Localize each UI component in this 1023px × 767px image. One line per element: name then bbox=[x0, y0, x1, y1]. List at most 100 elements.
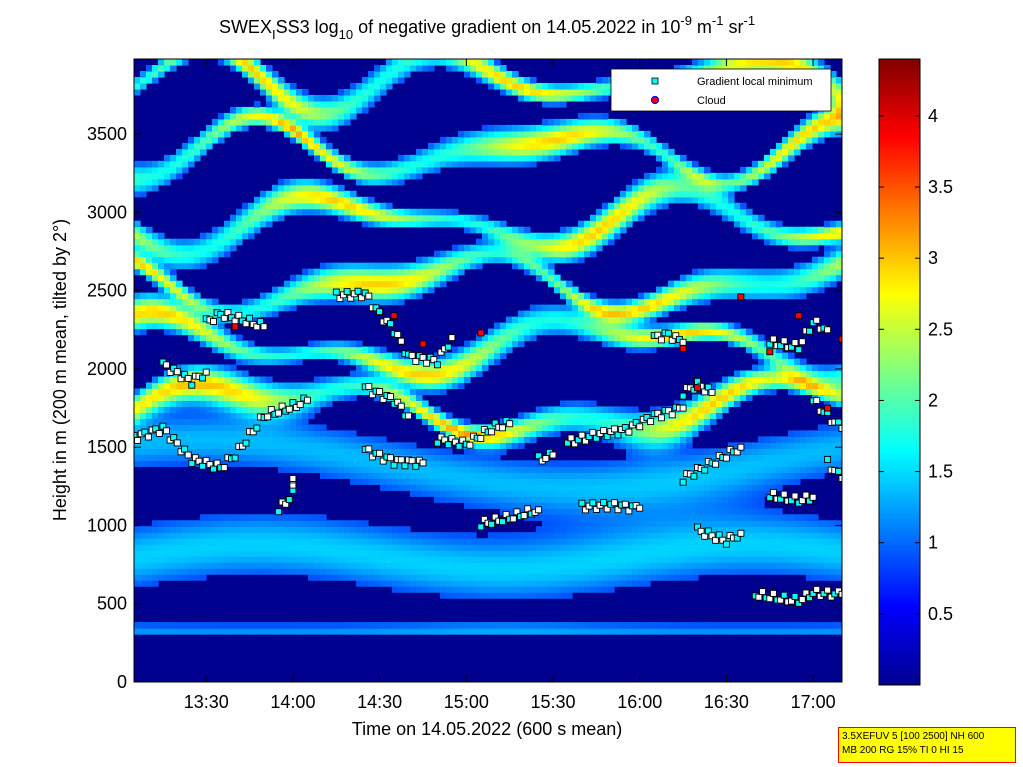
heatmap-cell bbox=[254, 622, 261, 629]
heatmap-cell bbox=[404, 544, 411, 551]
heatmap-cell bbox=[308, 268, 315, 276]
heatmap-cell bbox=[254, 208, 261, 216]
heatmap-cell bbox=[320, 628, 327, 635]
heatmap-cell bbox=[500, 76, 507, 84]
heatmap-cell bbox=[644, 472, 651, 479]
heatmap-cell bbox=[422, 59, 429, 66]
heatmap-cell bbox=[206, 232, 213, 240]
heatmap-cell bbox=[272, 622, 279, 629]
heatmap-cell bbox=[668, 448, 675, 455]
heatmap-cell bbox=[446, 448, 453, 455]
heatmap-cell bbox=[482, 226, 489, 234]
heatmap-cell bbox=[212, 304, 219, 312]
heatmap-cell bbox=[716, 286, 723, 294]
heatmap-cell bbox=[440, 478, 447, 485]
heatmap-cell bbox=[176, 412, 183, 420]
heatmap-cell bbox=[506, 82, 513, 90]
heatmap-cell bbox=[392, 70, 399, 78]
heatmap-cell bbox=[248, 424, 255, 431]
heatmap-cell bbox=[326, 460, 333, 467]
heatmap-cell bbox=[398, 382, 405, 390]
heatmap-cell bbox=[554, 280, 561, 288]
heatmap-cell bbox=[422, 622, 429, 629]
heatmap-cell bbox=[434, 376, 441, 384]
heatmap-cell bbox=[548, 418, 555, 426]
heatmap-cell bbox=[302, 286, 309, 294]
heatmap-cell bbox=[488, 346, 495, 354]
heatmap-cell bbox=[380, 574, 387, 581]
heatmap-cell bbox=[500, 484, 507, 491]
heatmap-cell bbox=[518, 124, 525, 132]
heatmap-cell bbox=[146, 526, 153, 533]
heatmap-cell bbox=[176, 574, 183, 581]
heatmap-cell bbox=[626, 460, 633, 467]
heatmap-cell bbox=[650, 298, 657, 306]
heatmap-cell bbox=[344, 274, 351, 282]
heatmap-cell bbox=[500, 436, 507, 443]
heatmap-cell bbox=[548, 304, 555, 312]
heatmap-cell bbox=[548, 628, 555, 635]
heatmap-cell bbox=[194, 310, 201, 318]
heatmap-cell bbox=[512, 226, 519, 234]
heatmap-cell bbox=[530, 154, 537, 162]
heatmap-cell bbox=[212, 430, 219, 437]
heatmap-cell bbox=[482, 358, 489, 366]
heatmap-cell bbox=[650, 406, 657, 414]
heatmap-cell bbox=[554, 250, 561, 258]
heatmap-cell bbox=[716, 562, 723, 569]
heatmap-cell bbox=[152, 628, 159, 635]
heatmap-cell bbox=[542, 478, 549, 485]
heatmap-cell bbox=[272, 514, 279, 521]
heatmap-cell bbox=[560, 400, 567, 408]
heatmap-cell bbox=[326, 538, 333, 545]
heatmap-cell bbox=[692, 166, 699, 174]
heatmap-cell bbox=[614, 472, 621, 479]
heatmap-cell bbox=[332, 112, 339, 120]
heatmap-cell bbox=[290, 190, 297, 198]
heatmap-cell bbox=[560, 628, 567, 635]
heatmap-cell bbox=[398, 220, 405, 228]
heatmap-cell bbox=[176, 256, 183, 264]
heatmap-cell bbox=[152, 568, 159, 575]
heatmap-cell bbox=[716, 544, 723, 551]
heatmap-cell bbox=[302, 556, 309, 563]
heatmap-cell bbox=[404, 472, 411, 479]
heatmap-cell bbox=[422, 574, 429, 581]
heatmap-cell bbox=[206, 340, 213, 348]
heatmap-cell bbox=[428, 412, 435, 420]
heatmap-cell bbox=[590, 466, 597, 473]
heatmap-cell bbox=[650, 136, 657, 144]
heatmap-cell bbox=[302, 400, 309, 408]
heatmap-cell bbox=[290, 556, 297, 563]
heatmap-cell bbox=[242, 64, 249, 72]
heatmap-cell bbox=[344, 190, 351, 198]
heatmap-cell bbox=[224, 346, 231, 354]
heatmap-cell bbox=[242, 214, 249, 222]
heatmap-cell bbox=[308, 466, 315, 473]
heatmap-cell bbox=[524, 316, 531, 324]
heatmap-cell bbox=[620, 430, 627, 437]
heatmap-cell bbox=[320, 274, 327, 282]
heatmap-cell bbox=[422, 538, 429, 545]
heatmap-cell bbox=[404, 280, 411, 288]
heatmap-cell bbox=[506, 574, 513, 581]
heatmap-cell bbox=[356, 298, 363, 306]
heatmap-cell bbox=[266, 82, 273, 90]
heatmap-cell bbox=[440, 160, 447, 168]
heatmap-cell bbox=[458, 544, 465, 551]
heatmap-cell bbox=[686, 172, 693, 180]
heatmap-cell bbox=[290, 466, 297, 473]
heatmap-cell bbox=[290, 622, 297, 629]
heatmap-cell bbox=[398, 388, 405, 396]
heatmap-cell bbox=[134, 190, 141, 198]
heatmap-cell bbox=[212, 400, 219, 408]
heatmap-cell bbox=[212, 550, 219, 557]
heatmap-cell bbox=[182, 250, 189, 258]
heatmap-cell bbox=[590, 334, 597, 342]
heatmap-cell bbox=[272, 100, 279, 108]
heatmap-cell bbox=[428, 274, 435, 282]
heatmap-cell bbox=[332, 550, 339, 557]
heatmap-cell bbox=[326, 286, 333, 294]
heatmap-cell bbox=[158, 406, 165, 414]
heatmap-cell bbox=[260, 526, 267, 533]
